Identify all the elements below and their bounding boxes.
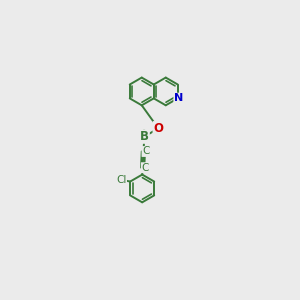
Text: O: O xyxy=(153,122,164,135)
Text: ^: ^ xyxy=(140,129,148,139)
Text: Cl: Cl xyxy=(116,176,127,185)
Text: B: B xyxy=(140,130,149,143)
Text: C: C xyxy=(141,163,149,173)
Text: N: N xyxy=(174,93,183,103)
Text: C: C xyxy=(142,146,149,157)
